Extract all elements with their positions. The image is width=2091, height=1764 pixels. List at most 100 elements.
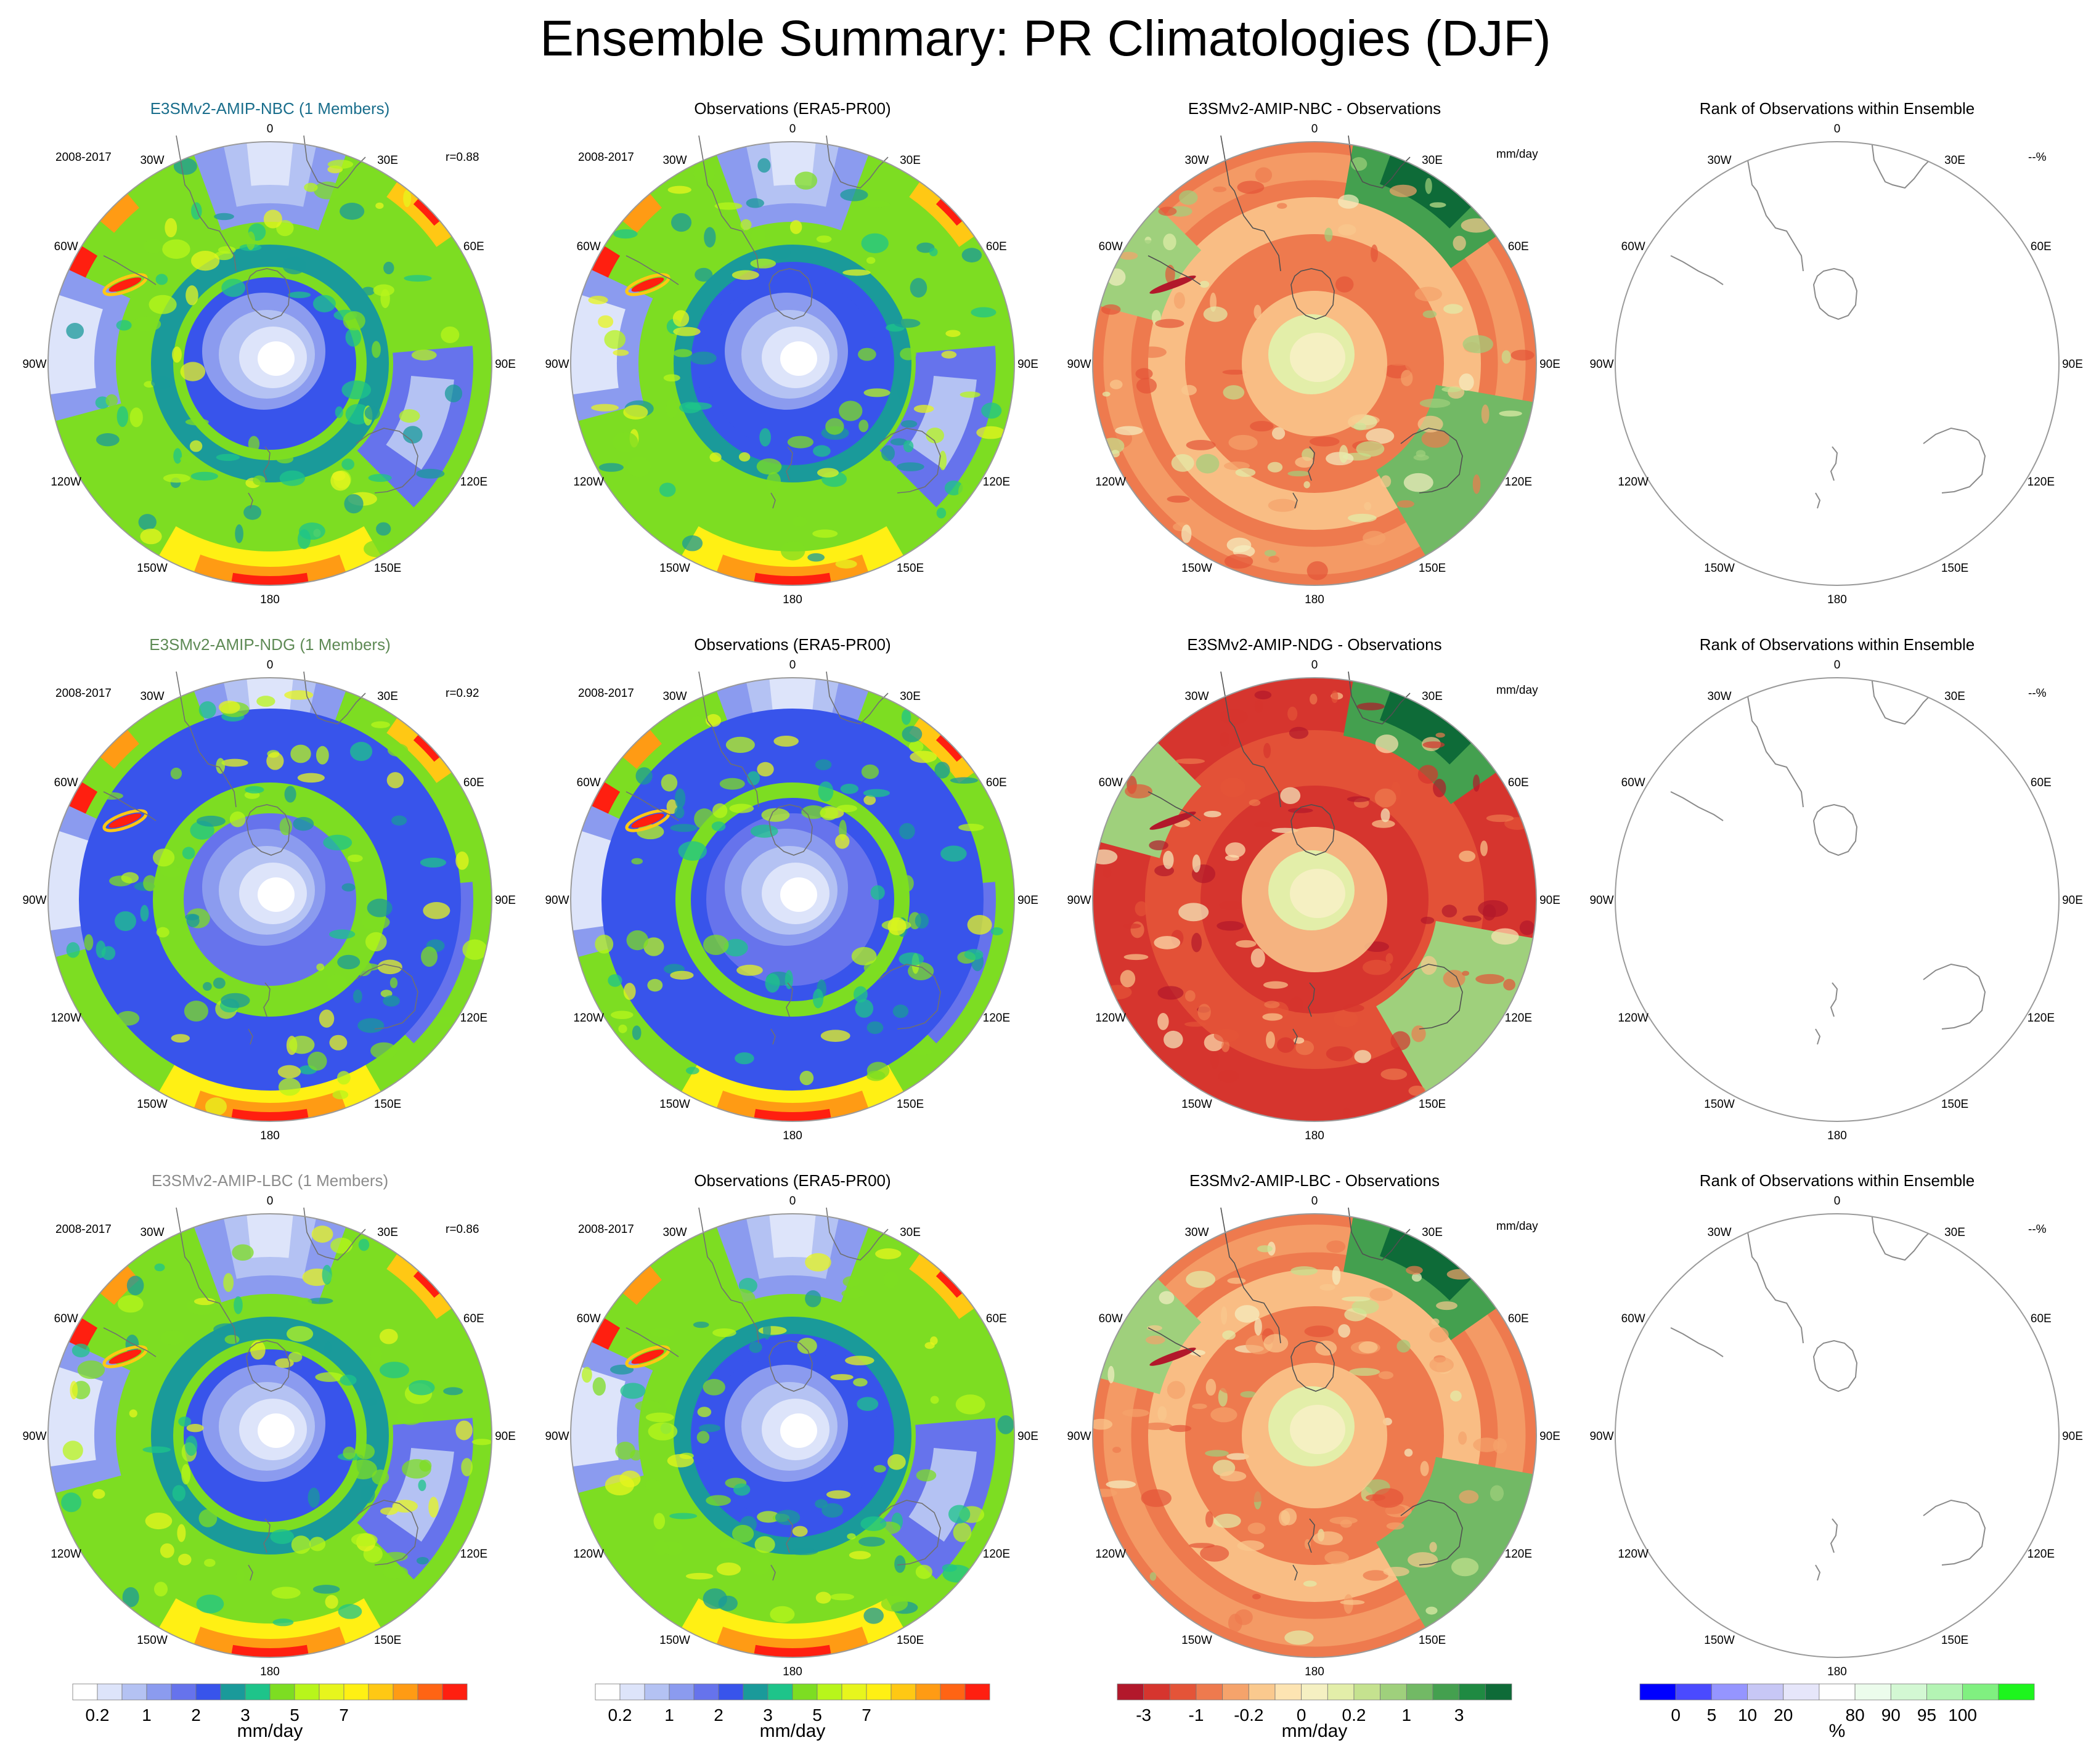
main-title: Ensemble Summary: PR Climatologies (DJF) <box>540 10 1551 67</box>
lon-label: 30W <box>1707 1226 1731 1239</box>
map-border <box>570 1213 1015 1658</box>
polar-map: 0 30E 60E 90E 120E 150E 180 150W 120W 90W 60W 30W <box>545 659 1038 1142</box>
lon-label: 30W <box>140 690 164 703</box>
lon-label: 60E <box>2031 776 2052 789</box>
coastline <box>1830 982 1838 1017</box>
period-label: 2008-2017 <box>55 151 112 164</box>
lon-label: 90E <box>2062 358 2083 371</box>
lon-label: 90W <box>1067 1430 1091 1443</box>
colorbar-tick: 0.2 <box>608 1705 632 1725</box>
colorbar-swatch <box>1819 1683 1856 1701</box>
coastline <box>1147 255 1201 285</box>
lon-label: 30E <box>377 1226 398 1239</box>
colorbar-swatch <box>1169 1683 1197 1701</box>
lon-label: 30E <box>1944 690 1965 703</box>
colorbar-swatch <box>964 1683 990 1701</box>
colorbar-tick: -3 <box>1136 1705 1151 1725</box>
colorbar-swatch <box>1432 1683 1460 1701</box>
coastline <box>176 1207 237 1344</box>
lon-label: 90E <box>495 1430 516 1443</box>
lon-label: 30W <box>662 154 687 167</box>
colorbar-swatch <box>619 1683 645 1701</box>
colorbar-tick: 1 <box>1402 1705 1412 1725</box>
colorbar-swatch <box>1890 1683 1927 1701</box>
colorbar-swatch <box>1406 1683 1433 1701</box>
colorbar-tick: 2 <box>714 1705 723 1725</box>
lon-label: 150E <box>897 1098 924 1111</box>
lon-label: 90E <box>495 894 516 907</box>
polar-map: 0 30E 60E 90E 120E 150E 180 150W 120W 90W 60W 30W <box>1589 123 2083 606</box>
lon-label: 150E <box>1419 1634 1446 1647</box>
colorbar-swatch <box>343 1683 369 1701</box>
lon-label: 120W <box>1618 1548 1649 1561</box>
unit-label: mm/day <box>1496 148 1538 161</box>
lon-label: 60E <box>463 240 484 253</box>
lon-label: 120W <box>573 1548 604 1561</box>
lon-label: 150W <box>659 562 690 575</box>
lon-label: 90W <box>1589 1430 1613 1443</box>
map-panel: E3SMv2-AMIP-NDG (1 Members) 0 30E 60E 90E 120… <box>22 635 516 1164</box>
lon-label: 90E <box>495 358 516 371</box>
lon-label: 60W <box>54 776 78 789</box>
colorbar-tick: 2 <box>191 1705 201 1725</box>
coastline <box>698 671 759 808</box>
coastline <box>263 446 271 481</box>
coastline <box>1220 135 1281 272</box>
lon-label: 60W <box>1621 240 1645 253</box>
coastline <box>303 671 366 725</box>
colorbar-swatch <box>767 1683 793 1701</box>
colorbar-swatch <box>1675 1683 1712 1701</box>
coastline <box>1815 492 1821 509</box>
coastline <box>1870 678 1933 725</box>
polar-map: 0 30E 60E 90E 120E 150E 180 150W 120W 90W 60W 30W <box>545 1195 1038 1678</box>
colorbar-tick: 80 <box>1846 1705 1865 1725</box>
lon-label: 30W <box>140 154 164 167</box>
coastline <box>1400 1500 1463 1566</box>
lon-label: 120W <box>1095 1012 1126 1025</box>
coastline <box>1292 492 1298 509</box>
coastline <box>1308 1518 1315 1553</box>
panel-title: Rank of Observations within Ensemble <box>1699 1171 1975 1190</box>
colorbar-swatch <box>1711 1683 1748 1701</box>
colorbar-swatch <box>171 1683 197 1701</box>
colorbar-swatch <box>1998 1683 2035 1701</box>
colorbar-swatch <box>1926 1683 1963 1701</box>
coastline <box>1812 267 1858 320</box>
coastline <box>1308 982 1315 1017</box>
colorbar-swatch <box>393 1683 418 1701</box>
lon-label: 150W <box>659 1634 690 1647</box>
lon-label: 30E <box>900 690 921 703</box>
lon-label: 90W <box>22 1430 46 1443</box>
lon-label: 90E <box>1017 894 1038 907</box>
panel-title: Observations (ERA5-PR00) <box>694 635 891 654</box>
lon-label: 90W <box>22 894 46 907</box>
coastline <box>770 1564 776 1581</box>
colorbar-swatch <box>1196 1683 1223 1701</box>
coastline <box>626 1327 679 1357</box>
colorbar-swatch <box>915 1683 941 1701</box>
coastline <box>1743 142 1804 272</box>
lon-label: 60W <box>54 1312 78 1325</box>
lon-label: 90E <box>1539 1430 1560 1443</box>
period-label: 2008-2017 <box>55 687 112 700</box>
colorbar-tick: -1 <box>1189 1705 1204 1725</box>
lon-label: 120W <box>51 1548 81 1561</box>
coastline <box>698 135 759 272</box>
map-border <box>1615 1213 2060 1658</box>
colorbar-tick: 3 <box>240 1705 250 1725</box>
coastline <box>786 1518 793 1553</box>
lon-label: 0 <box>267 659 274 672</box>
lon-label: 120W <box>573 476 604 489</box>
colorbar: 0.2 1 2 3 5 7 mm/day <box>595 1683 990 1764</box>
map-border <box>570 141 1015 586</box>
colorbar-swatch <box>442 1683 468 1701</box>
colorbar-swatch <box>1248 1683 1276 1701</box>
lon-label: 30E <box>1944 154 1965 167</box>
colorbar-tick: 0.2 <box>86 1705 110 1725</box>
coastline <box>878 428 941 494</box>
coastline <box>1743 678 1804 808</box>
lon-label: 120E <box>460 1548 487 1561</box>
colorbar-tick: 95 <box>1917 1705 1936 1725</box>
lon-label: 60W <box>577 240 601 253</box>
colorbar-tick: 90 <box>1881 1705 1901 1725</box>
